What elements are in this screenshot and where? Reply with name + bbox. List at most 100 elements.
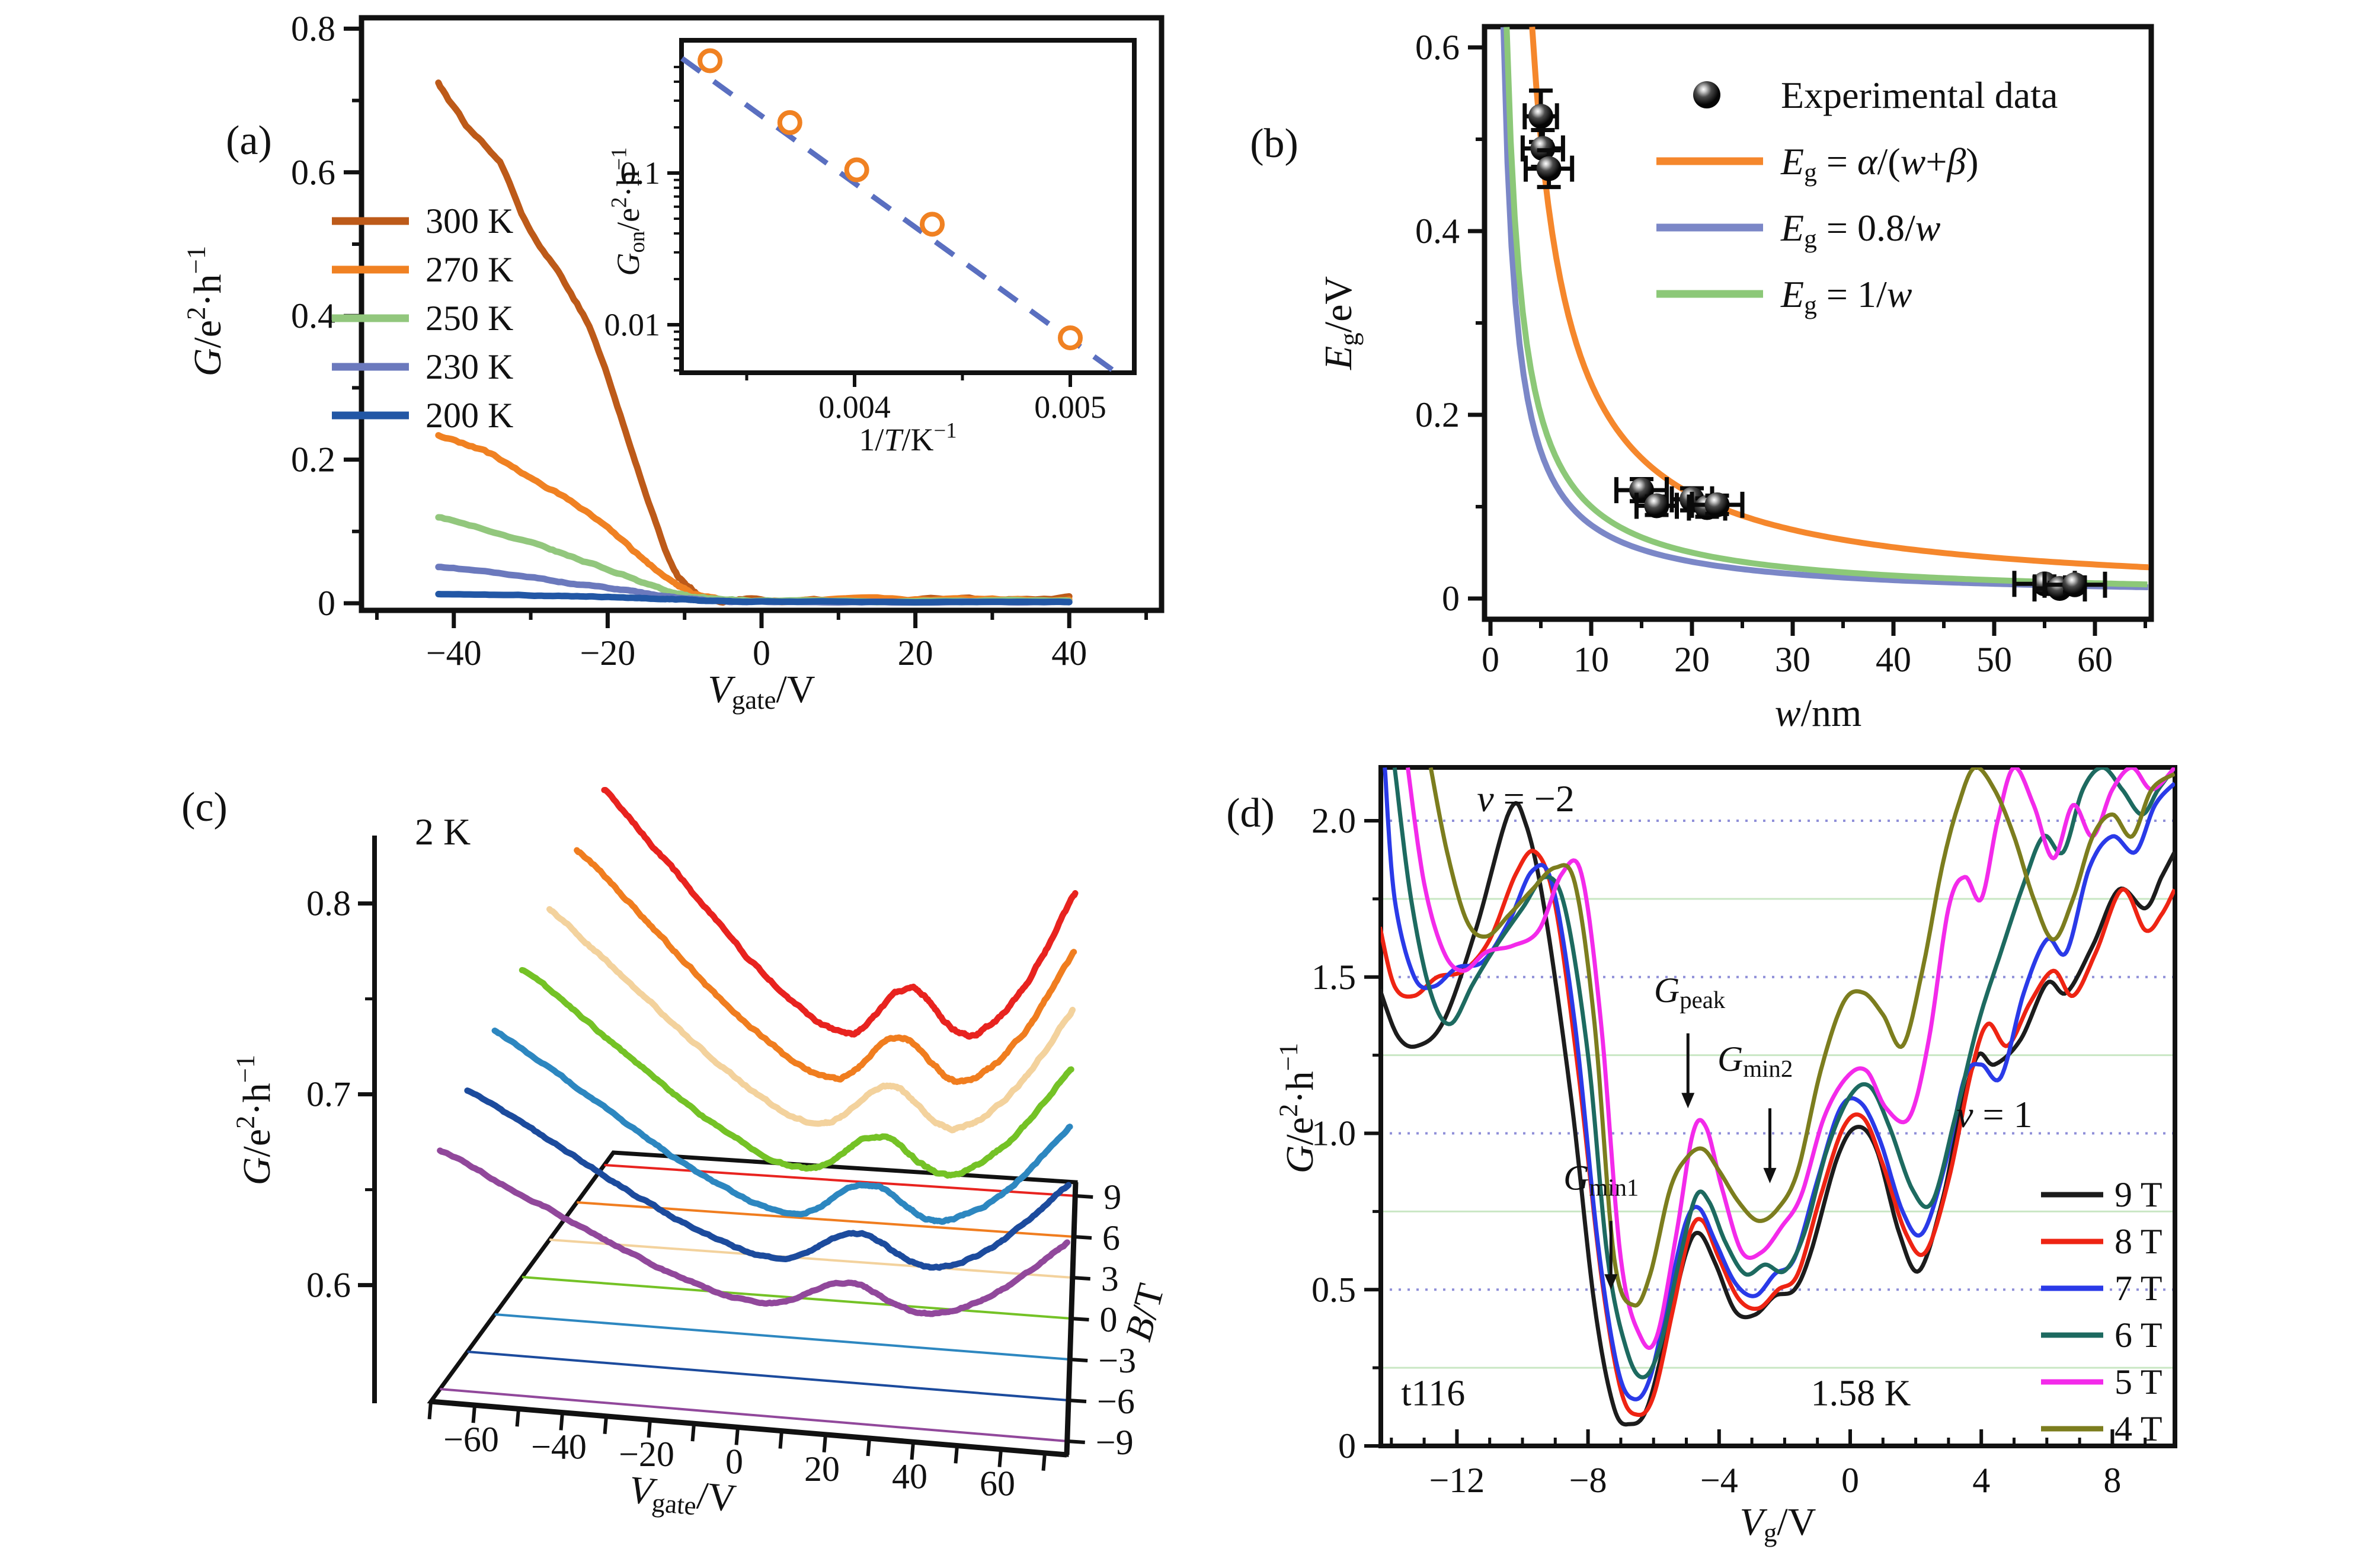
waterfall-curve-B9 (601, 786, 1079, 1040)
v-tick (954, 1445, 959, 1464)
legend-label: Eg = 1/w (1780, 273, 1912, 319)
x-tick-label: 20 (898, 633, 933, 673)
v-tick (471, 1404, 476, 1423)
inset-data-point (1058, 325, 1083, 351)
x-tick-label: −40 (426, 633, 482, 673)
v-tick (427, 1401, 433, 1420)
b-tick-label: −6 (1097, 1382, 1135, 1421)
annotation-arrowhead (1681, 1093, 1695, 1109)
x-axis-label: Vg/V (1740, 1500, 1816, 1547)
b-tick-label: −9 (1096, 1423, 1134, 1462)
annotation-G-min1: Gmin1 (1563, 1158, 1639, 1201)
v-tick-label: −40 (531, 1428, 587, 1467)
legend-label: 300 K (426, 201, 513, 241)
inset-x-tick-label: 0.004 (818, 389, 891, 425)
x-tick-label: −12 (1429, 1461, 1485, 1500)
b-tick-label: 9 (1103, 1177, 1121, 1217)
legend-label: 9 T (2115, 1175, 2163, 1214)
x-tick-label: 30 (1775, 640, 1810, 679)
legend-label: Eg = 0.8/w (1780, 207, 1941, 253)
waterfall-curve-B-3 (491, 1028, 1073, 1225)
panel-c: 0.6 0.7 0.8 G/e2·h−1 −60 −40 −20 0 20 40 60 Vgate/V… (0, 764, 1185, 1568)
legend-label: 5 T (2115, 1362, 2163, 1401)
data-point-sphere (1528, 104, 1553, 129)
panel-a-chart: −40 −20 0 20 40 0 0.2 0.4 0.6 0.8 Vgate/V G/e2·h−1 (… (181, 9, 1165, 715)
b-tick (1073, 1235, 1092, 1240)
legend-label: 6 T (2115, 1316, 2163, 1355)
data-point-sphere (1644, 493, 1669, 519)
curve-4T (1428, 767, 2175, 1308)
y-tick-label: 0.6 (1415, 28, 1460, 67)
legend-label: 7 T (2115, 1269, 2163, 1308)
panel-label: (c) (181, 785, 228, 830)
fit-curve (1529, 27, 2149, 571)
v-tick (1041, 1452, 1047, 1471)
y-tick-label: 2.0 (1311, 801, 1356, 840)
inset-data-point (698, 48, 723, 73)
curve-9T (1381, 801, 2175, 1427)
y-tick-label: 0 (1338, 1426, 1356, 1465)
data-point-sphere (1536, 156, 1562, 181)
x-tick-label: −8 (1569, 1461, 1607, 1500)
inset-data-point (920, 212, 945, 237)
g-tick-label: 0.6 (306, 1266, 351, 1305)
legend-label: 4 T (2115, 1409, 2163, 1448)
waterfall-curve-B3 (546, 905, 1076, 1134)
b-tick (1071, 1317, 1089, 1321)
annotation-nu-1: v = 1 (1956, 1093, 2033, 1135)
inset-x-tick-label: 0.005 (1034, 389, 1106, 425)
inset-frame (679, 38, 1137, 375)
annotation-nu-minus2: v = −2 (1477, 777, 1575, 820)
panel-a: −40 −20 0 20 40 0 0.2 0.4 0.6 0.8 Vgate/V G/e2·h−1 (… (0, 0, 1185, 767)
v-tick-label: 40 (892, 1457, 927, 1496)
y-tick-label: 0 (1442, 579, 1460, 618)
legend-label: 8 T (2115, 1222, 2163, 1261)
b-tick (1072, 1276, 1090, 1281)
panel-b: 0 10 20 30 40 50 60 0 0.2 0.4 0.6 w/nm Eg/eV (b) Exper… (1185, 0, 2380, 767)
floor-grid-line (467, 1351, 1069, 1401)
g-tick-label: 0.8 (306, 884, 351, 923)
annotation-arrowhead (1604, 1274, 1618, 1290)
x-tick-label: 40 (1051, 633, 1087, 673)
x-axis-label: Vgate/V (627, 1468, 738, 1524)
x-tick-label: 20 (1674, 640, 1710, 679)
y-axis-label: G/e2·h−1 (1274, 1043, 1322, 1173)
annotation-G-peak: Gpeak (1654, 971, 1726, 1013)
y-tick-label: 0.6 (291, 153, 335, 192)
x-axis-label: Vgate/V (708, 668, 815, 715)
v-tick-label: 60 (980, 1464, 1015, 1503)
panel-label: (d) (1226, 791, 1275, 836)
y-tick-label: 0 (318, 584, 335, 623)
v-tick-label: 0 (725, 1442, 743, 1481)
waterfall-curve-B-6 (464, 1087, 1072, 1271)
curve-250K (435, 514, 1073, 606)
x-tick-label: 10 (1573, 640, 1609, 679)
annotation-G-min2: Gmin2 (1717, 1039, 1793, 1082)
x-tick-label: −20 (580, 633, 635, 673)
floor-grid-line (604, 1164, 1076, 1197)
inset-y-label: Gon/e2·h−1 (606, 147, 649, 276)
legend-sphere (1693, 81, 1720, 108)
x-axis-label: w/nm (1775, 692, 1862, 735)
waterfall-curve-B6 (574, 847, 1077, 1085)
floor-grid-line (494, 1313, 1070, 1361)
x-tick-label: 50 (1976, 640, 2012, 679)
curve-200K (435, 591, 1073, 606)
panel-d: −12 −8 −4 0 4 8 0 0.5 1.0 1.5 2.0 Vg/V G/e2·h−1 (d) v … (1185, 764, 2380, 1568)
inset-x-label: 1/T/K−1 (859, 418, 957, 457)
data-point-sphere (1704, 492, 1730, 517)
x-tick-label: 60 (2077, 640, 2113, 679)
g-tick-label: 0.7 (306, 1075, 351, 1114)
curve-270K (435, 432, 1073, 605)
device-label: t116 (1401, 1373, 1465, 1413)
floor-grid-line (549, 1239, 1073, 1279)
y-tick-label: 1.5 (1311, 958, 1356, 997)
v-tick (734, 1427, 740, 1445)
curve-7T (1383, 767, 2175, 1401)
waterfall-curve-B-9 (437, 1147, 1071, 1317)
curve-5T (1406, 767, 2175, 1350)
temperature-label: 1.58 K (1811, 1373, 1911, 1413)
y-tick-label: 0.4 (291, 296, 335, 335)
y-tick-label: 1.0 (1311, 1114, 1356, 1153)
